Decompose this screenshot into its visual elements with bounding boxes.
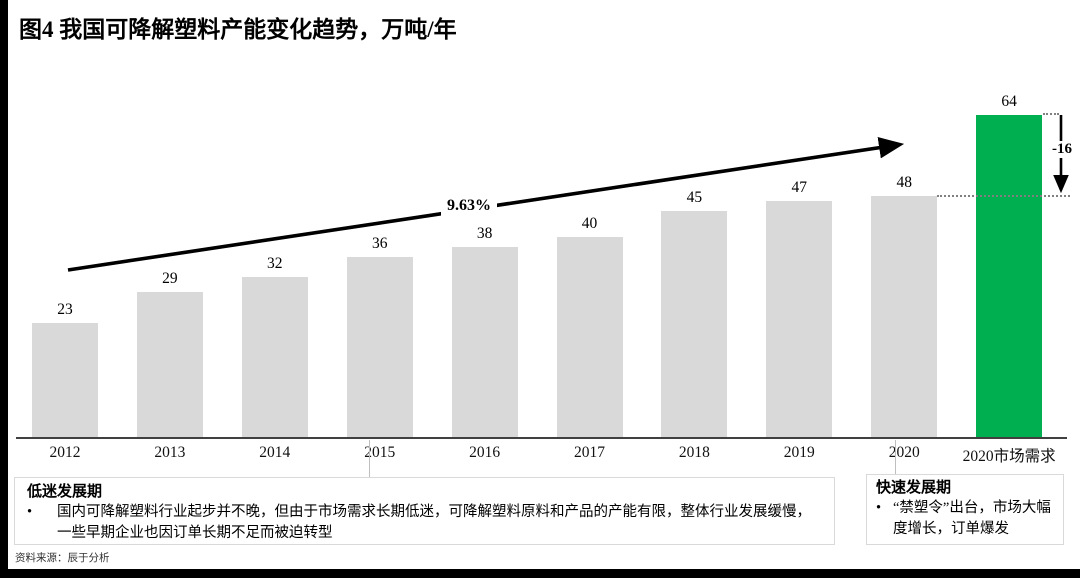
- bar-value-label: 47: [791, 179, 808, 196]
- note-bullet-item: • “禁塑令”出台，市场大幅度增长，订单爆发: [876, 498, 1054, 540]
- bar-value-label: 29: [162, 270, 178, 287]
- bar-value-label: 32: [267, 255, 283, 272]
- bar-2020市场需求: [976, 115, 1043, 439]
- note-bullet-item: • 国内可降解塑料行业起步并不晚，但由于市场需求长期低迷，可降解塑料原料和产品的…: [27, 502, 822, 544]
- x-axis-label-2012: 2012: [49, 444, 81, 461]
- x-axis-label-2019: 2019: [783, 444, 815, 461]
- chart-title: 图4 我国可降解塑料产能变化趋势，万吨/年: [19, 17, 457, 42]
- note-bullet-text: 国内可降解塑料行业起步并不晚，但由于市场需求长期低迷，可降解塑料原料和产品的产能…: [57, 504, 811, 541]
- source-note: 资料来源：辰于分析: [15, 553, 110, 564]
- black-left-edge: [0, 0, 8, 578]
- bar-2018: [661, 211, 728, 439]
- note-bullet-text: “禁塑令”出台，市场大幅度增长，订单爆发: [893, 500, 1051, 537]
- bar-2015: [346, 257, 413, 439]
- bar-value-label: 38: [476, 225, 493, 242]
- note-box-fast-phase: 快速发展期 • “禁塑令”出台，市场大幅度增长，订单爆发: [866, 474, 1064, 545]
- connector-left-box: [369, 440, 370, 477]
- bar-2012: [32, 323, 98, 439]
- cagr-value-label: 9.63%: [441, 196, 497, 216]
- bar-2020: [871, 196, 938, 439]
- bar-2017: [556, 237, 623, 439]
- note-box-slow-phase: 低迷发展期 • 国内可降解塑料行业起步并不晚，但由于市场需求长期低迷，可降解塑料…: [14, 477, 835, 545]
- bar-value-label: 64: [1001, 93, 1017, 110]
- bar-2019: [766, 201, 833, 439]
- dashed-line-48-level: [937, 195, 1070, 197]
- x-axis-label-2016: 2016: [469, 444, 501, 461]
- bar-2014: [241, 277, 308, 439]
- bar-value-label: 48: [896, 174, 912, 191]
- x-axis-label-2017: 2017: [574, 444, 605, 461]
- dashed-line-64-level: [1043, 113, 1059, 115]
- x-axis-label-2013: 2013: [154, 444, 186, 461]
- bar-2016: [451, 247, 518, 439]
- bar-2013: [136, 292, 203, 439]
- x-axis-label-2014: 2014: [259, 444, 291, 461]
- bar-value-label: 36: [371, 235, 388, 252]
- note-box-title: 低迷发展期: [27, 484, 103, 500]
- note-box-title: 快速发展期: [876, 480, 952, 496]
- x-axis-label-2015: 2015: [364, 444, 396, 461]
- x-axis-label-2018: 2018: [678, 444, 710, 461]
- bullet-icon: •: [27, 504, 33, 520]
- connector-right-box: [895, 440, 896, 474]
- black-bottom-edge: [0, 569, 1080, 578]
- gap-value-label: -16: [1044, 141, 1080, 158]
- bar-value-label: 40: [581, 215, 598, 232]
- bar-value-label: 23: [57, 301, 73, 318]
- x-axis-label-2020: 2020: [888, 444, 920, 461]
- x-axis-line: [16, 437, 1067, 439]
- x-axis-label-2020市场需求: 2020市场需求: [962, 448, 1056, 465]
- bar-value-label: 45: [686, 189, 703, 206]
- bullet-icon: •: [876, 500, 882, 516]
